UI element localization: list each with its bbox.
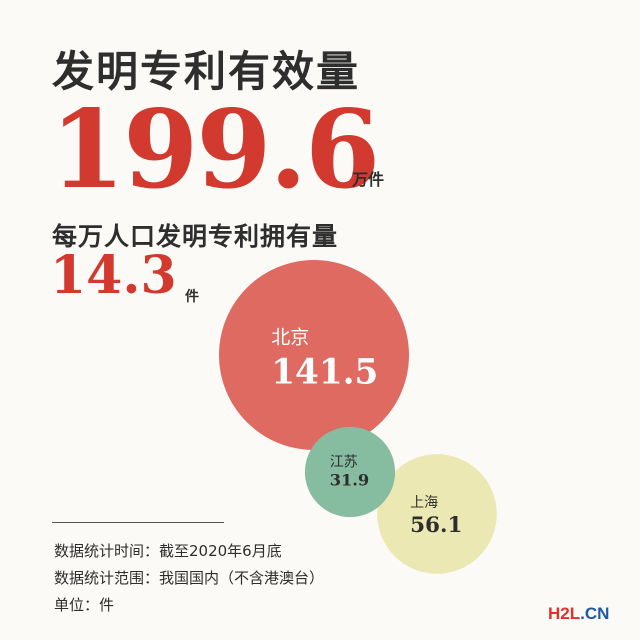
note-unit: 单位：件 [54,596,115,614]
watermark-part1: H2L [548,604,581,623]
page-title: 发明专利有效量 [52,47,361,96]
note-statistics-scope: 数据统计范围：我国国内（不含港澳台） [54,569,325,587]
per-capita-label: 每万人口发明专利拥有量 [52,222,339,251]
watermark-logo: H2L.CN [548,604,609,624]
notes-divider [52,522,224,523]
per-capita-unit: 件 [185,289,199,305]
bubble-value-jiangsu: 31.9 [330,471,370,490]
per-capita-value: 14.3 [50,245,177,306]
bubble-shanghai [377,454,497,574]
bubble-value-shanghai: 56.1 [410,513,462,538]
total-patents-unit: 万件 [352,170,385,189]
bubble-label-shanghai: 上海 [410,495,438,511]
note-statistics-time: 数据统计时间：截至2020年6月底 [54,542,282,560]
bubble-jiangsu [304,426,396,518]
bubble-label-jiangsu: 江苏 [330,455,358,471]
watermark-part2: .CN [580,604,610,623]
bubble-label-beijing: 北京 [271,327,309,349]
total-patents-value: 199.6 [50,87,380,213]
bubble-beijing [219,260,409,450]
bubble-value-beijing: 141.5 [271,353,378,393]
